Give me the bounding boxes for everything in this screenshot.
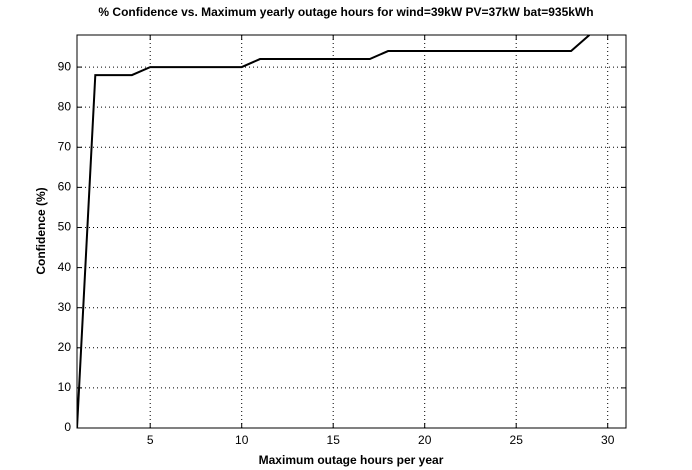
x-axis-label: Maximum outage hours per year (259, 453, 444, 467)
y-tick-label: 50 (58, 220, 72, 234)
x-tick-label: 15 (327, 433, 341, 447)
y-tick-label: 70 (58, 139, 72, 153)
y-tick-label: 20 (58, 340, 72, 354)
y-tick-label: 60 (58, 180, 72, 194)
y-axis-label: Confidence (%) (34, 187, 48, 274)
data-line (77, 35, 591, 428)
y-tick-label: 30 (58, 300, 72, 314)
y-tick-label: 90 (58, 59, 72, 73)
y-tick-label: 40 (58, 260, 72, 274)
chart-title: % Confidence vs. Maximum yearly outage h… (98, 5, 593, 19)
x-tick-label: 25 (510, 433, 524, 447)
x-tick-label: 5 (147, 433, 154, 447)
plot-frame (76, 34, 627, 429)
y-tick-label: 10 (58, 380, 72, 394)
x-tick-label: 30 (601, 433, 615, 447)
plot-area (77, 35, 626, 428)
x-tick-label: 20 (418, 433, 432, 447)
y-tick-label: 0 (64, 420, 71, 434)
y-tick-label: 80 (58, 99, 72, 113)
x-tick-label: 10 (235, 433, 249, 447)
